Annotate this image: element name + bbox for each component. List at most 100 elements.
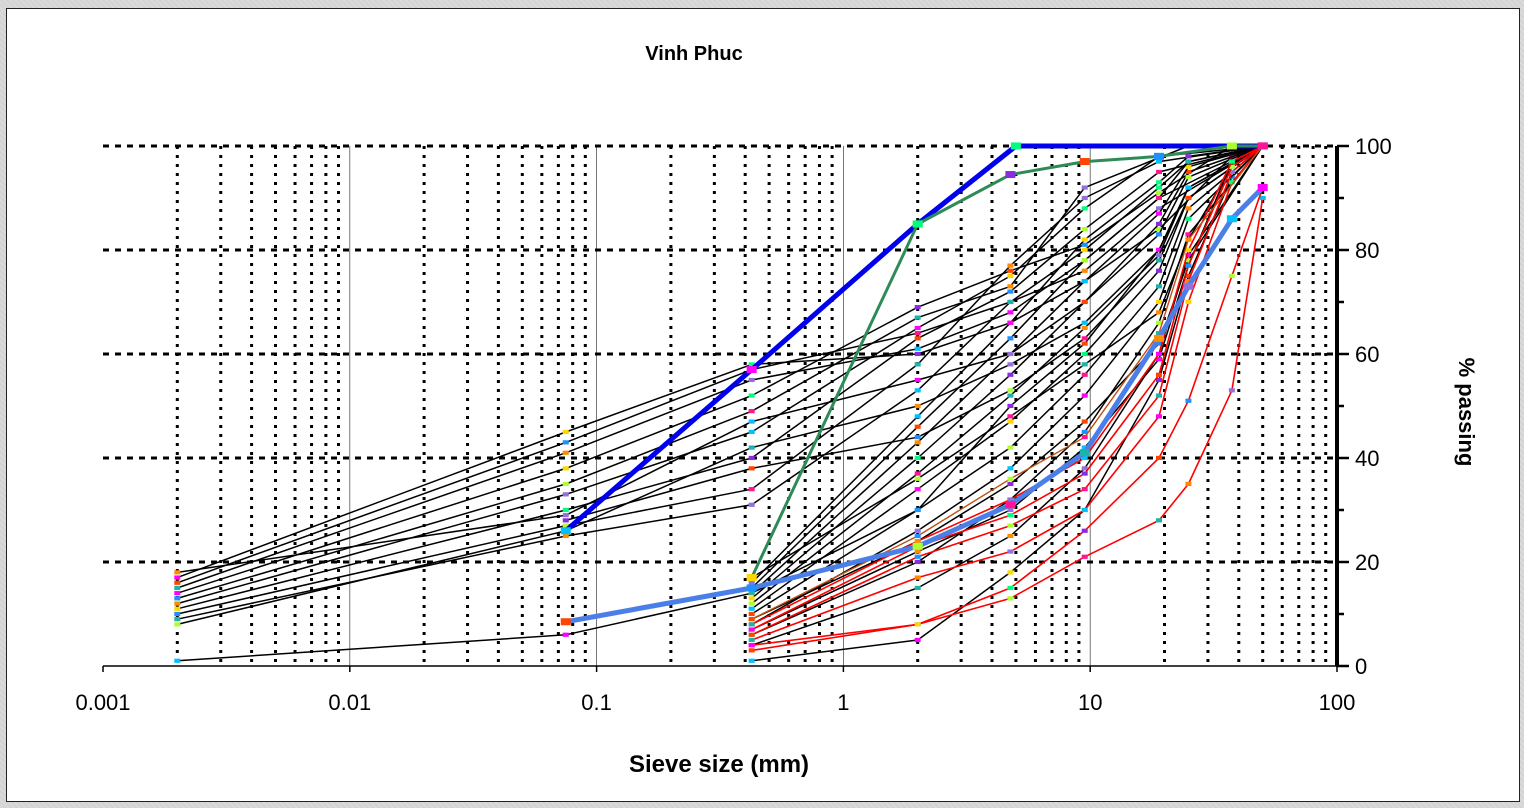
series-line <box>176 145 1264 584</box>
data-point <box>1185 279 1192 284</box>
data-point <box>1081 471 1088 476</box>
data-point <box>748 377 755 383</box>
data-point <box>1228 388 1235 393</box>
data-point <box>1081 258 1088 263</box>
data-point <box>1081 429 1088 435</box>
data-point <box>748 455 755 461</box>
data-point <box>562 518 569 523</box>
data-point <box>1155 377 1162 383</box>
x-tick-label: 0.01 <box>328 690 371 715</box>
data-point <box>174 596 181 601</box>
data-point <box>914 637 921 643</box>
series-line <box>750 145 1264 589</box>
data-point <box>174 580 181 585</box>
data-point <box>1155 221 1162 227</box>
data-point <box>1081 372 1088 377</box>
data-point <box>1155 414 1162 419</box>
data-point <box>1185 216 1192 221</box>
data-point <box>746 584 757 592</box>
data-point <box>914 351 921 357</box>
data-point <box>174 606 181 611</box>
data-point <box>1007 549 1014 554</box>
data-point <box>914 533 921 539</box>
x-axis-label: Sieve size (mm) <box>629 751 809 778</box>
data-point <box>1010 142 1021 150</box>
series-line <box>176 145 1264 615</box>
data-point <box>1155 351 1162 357</box>
data-point <box>562 507 569 513</box>
data-point <box>1185 263 1192 268</box>
data-point <box>748 466 755 471</box>
data-point <box>562 429 569 435</box>
data-point <box>1155 211 1162 216</box>
data-point <box>1155 299 1162 305</box>
data-point <box>914 414 921 419</box>
data-point <box>1185 175 1192 180</box>
series-line <box>176 145 1264 589</box>
data-point <box>1081 362 1088 367</box>
data-point <box>1081 227 1088 232</box>
data-point <box>562 523 569 528</box>
data-point <box>1007 585 1014 591</box>
data-point <box>748 502 755 507</box>
data-point <box>1185 232 1192 237</box>
data-point <box>1185 398 1192 403</box>
data-point <box>914 528 921 533</box>
data-point <box>1081 206 1088 211</box>
data-point <box>1007 320 1014 325</box>
data-point <box>1007 466 1014 471</box>
data-point <box>1155 372 1162 377</box>
data-point <box>748 643 755 648</box>
data-point <box>562 466 569 471</box>
data-point <box>1081 528 1088 533</box>
data-point <box>1007 497 1014 502</box>
data-point <box>1228 164 1235 169</box>
y-tick-label: 100 <box>1355 134 1392 159</box>
data-point <box>560 527 571 535</box>
data-point <box>1153 334 1164 342</box>
data-point <box>174 658 181 663</box>
y-tick-label: 40 <box>1355 446 1379 471</box>
data-point <box>562 440 569 445</box>
data-point <box>1005 171 1016 179</box>
x-tick-label: 10 <box>1078 690 1102 715</box>
data-point <box>1185 159 1192 164</box>
data-point <box>1228 180 1235 185</box>
data-point <box>1007 263 1014 268</box>
chart-svg: Vinh Phuc Sieve size (mm) % passing 0.00… <box>75 43 1479 778</box>
series-line <box>176 145 1264 579</box>
y-axis-label: % passing <box>1454 358 1479 467</box>
data-point <box>1257 142 1268 150</box>
data-point <box>1007 362 1014 367</box>
data-point <box>914 403 921 409</box>
data-point <box>1007 481 1014 487</box>
data-point <box>1155 195 1162 201</box>
x-tick-label: 100 <box>1319 690 1356 715</box>
data-point <box>1155 320 1162 325</box>
data-point <box>748 409 755 414</box>
data-point <box>1081 393 1088 398</box>
data-point <box>914 585 921 591</box>
series-line <box>176 145 1233 594</box>
series-line <box>176 145 1264 605</box>
data-point <box>748 362 755 367</box>
data-point <box>1007 310 1014 315</box>
data-point <box>1081 455 1088 461</box>
data-point <box>914 336 921 341</box>
data-point <box>174 611 181 617</box>
data-point <box>914 471 921 476</box>
data-point <box>914 362 921 367</box>
series-layer <box>174 142 1268 663</box>
data-point <box>1007 570 1014 575</box>
data-point <box>914 435 921 440</box>
data-point <box>1007 273 1014 279</box>
data-point <box>1155 232 1162 237</box>
data-point <box>914 331 921 336</box>
data-point <box>1155 190 1162 195</box>
data-point <box>1007 403 1014 409</box>
data-point <box>560 618 571 626</box>
data-point <box>1007 388 1014 393</box>
data-point <box>748 596 755 601</box>
data-point <box>174 601 181 606</box>
data-point <box>1007 284 1014 289</box>
